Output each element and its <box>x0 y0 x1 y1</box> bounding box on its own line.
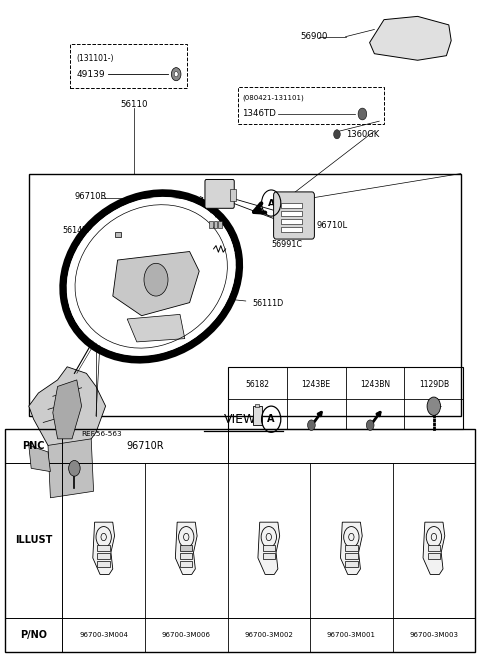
Text: ILLUST: ILLUST <box>15 535 52 546</box>
Bar <box>252 405 262 425</box>
Text: 1360GK: 1360GK <box>346 130 379 139</box>
Circle shape <box>174 71 178 77</box>
Ellipse shape <box>67 197 236 356</box>
Bar <box>263 553 275 559</box>
Bar <box>345 545 358 552</box>
Bar <box>218 221 222 228</box>
Circle shape <box>334 130 340 139</box>
Text: 56182: 56182 <box>245 380 269 388</box>
Text: A: A <box>268 198 275 208</box>
Bar <box>255 403 259 407</box>
Polygon shape <box>29 445 50 472</box>
Bar <box>214 221 217 228</box>
Polygon shape <box>48 439 94 498</box>
Circle shape <box>171 67 181 81</box>
Bar <box>230 189 236 201</box>
Text: 1243BE: 1243BE <box>301 380 331 388</box>
FancyBboxPatch shape <box>274 192 314 239</box>
Polygon shape <box>53 380 82 439</box>
Circle shape <box>366 420 374 430</box>
Text: VIEW: VIEW <box>224 413 256 426</box>
Polygon shape <box>175 522 197 574</box>
Bar <box>238 87 384 124</box>
Bar <box>428 545 440 552</box>
Circle shape <box>69 460 80 476</box>
Text: A: A <box>267 414 275 424</box>
Bar <box>281 203 302 208</box>
Bar <box>97 553 110 559</box>
Text: 56111D: 56111D <box>252 299 283 308</box>
Text: 96700-3M001: 96700-3M001 <box>327 631 376 638</box>
Bar <box>209 221 213 228</box>
Text: (080421-131101): (080421-131101) <box>242 94 304 101</box>
Text: 1129DB: 1129DB <box>419 380 449 388</box>
Polygon shape <box>29 367 106 458</box>
Text: 96700-3M002: 96700-3M002 <box>244 631 293 638</box>
Polygon shape <box>127 314 185 342</box>
Bar <box>5 429 475 652</box>
Bar <box>97 545 110 552</box>
Text: REF.56-563: REF.56-563 <box>82 430 122 437</box>
Polygon shape <box>113 252 199 316</box>
Text: (131101-): (131101-) <box>77 54 114 63</box>
Bar <box>29 174 461 416</box>
Circle shape <box>144 263 168 296</box>
Text: 96710R: 96710R <box>74 192 107 201</box>
Text: 96700-3M003: 96700-3M003 <box>409 631 458 638</box>
Text: 1346TD: 1346TD <box>242 109 276 119</box>
Polygon shape <box>370 16 451 60</box>
Polygon shape <box>340 522 362 574</box>
Text: P/NO: P/NO <box>20 629 47 640</box>
Bar <box>115 232 121 237</box>
Bar <box>281 227 302 232</box>
Polygon shape <box>423 522 445 574</box>
Text: 56142R: 56142R <box>62 226 93 235</box>
Bar <box>281 211 302 216</box>
Bar <box>263 545 275 552</box>
Bar <box>97 561 110 567</box>
Polygon shape <box>258 522 280 574</box>
Text: 96700-3M004: 96700-3M004 <box>79 631 128 638</box>
FancyBboxPatch shape <box>205 179 234 208</box>
Text: 56142L: 56142L <box>211 263 241 272</box>
Circle shape <box>308 420 315 430</box>
Text: 96700-3M006: 96700-3M006 <box>162 631 211 638</box>
Bar <box>180 545 192 552</box>
Circle shape <box>358 108 367 120</box>
Polygon shape <box>93 522 115 574</box>
Text: 1243BN: 1243BN <box>360 380 390 388</box>
Text: 96710L: 96710L <box>317 221 348 231</box>
Circle shape <box>427 397 441 415</box>
Bar <box>428 553 440 559</box>
Text: 56991C: 56991C <box>271 240 302 249</box>
Bar <box>180 553 192 559</box>
Bar <box>228 367 463 429</box>
Text: 56170B: 56170B <box>211 253 242 262</box>
Bar <box>281 219 302 224</box>
Text: 56900: 56900 <box>300 32 327 41</box>
Bar <box>345 553 358 559</box>
Text: 96710R: 96710R <box>126 441 164 451</box>
Bar <box>180 561 192 567</box>
Text: 49139: 49139 <box>77 69 106 79</box>
Text: PNC: PNC <box>23 441 45 451</box>
Bar <box>345 561 358 567</box>
Text: 56110: 56110 <box>120 100 148 109</box>
Bar <box>70 44 187 88</box>
